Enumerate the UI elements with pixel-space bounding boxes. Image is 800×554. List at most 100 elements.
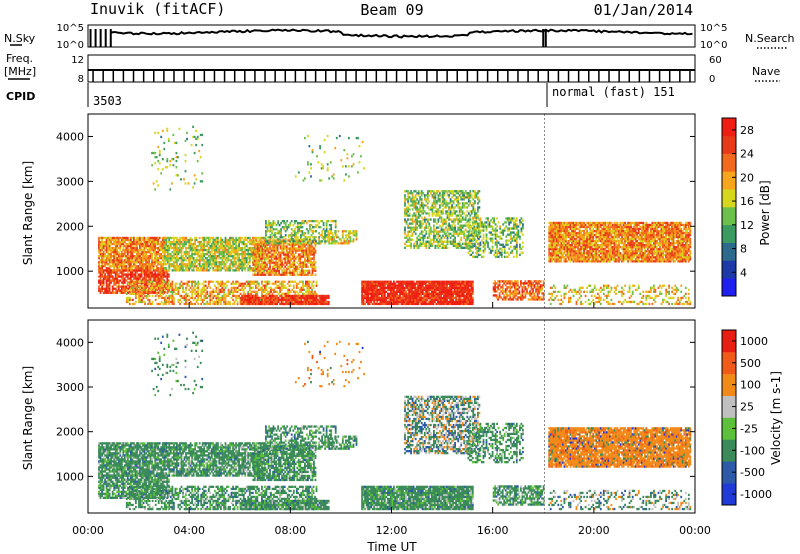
power-cell xyxy=(165,244,168,248)
power-cell xyxy=(444,302,447,306)
power-cell xyxy=(161,244,164,248)
power-cell xyxy=(145,294,148,298)
power-cell xyxy=(286,282,289,285)
power-cell xyxy=(414,298,417,302)
power-cell xyxy=(101,275,103,278)
power-cell xyxy=(220,290,222,293)
power-cell xyxy=(171,296,174,300)
power-cell xyxy=(215,244,218,248)
power-cell xyxy=(444,298,447,302)
power-cell xyxy=(232,282,234,285)
power-cell xyxy=(242,300,245,304)
power-cell xyxy=(278,267,280,270)
power-cell xyxy=(258,261,260,264)
power-cell xyxy=(328,234,331,237)
power-cell xyxy=(324,240,326,243)
power-cell xyxy=(98,246,100,250)
power-cell xyxy=(165,257,168,260)
power-cell xyxy=(394,298,397,302)
power-cell xyxy=(394,286,397,289)
power-cell xyxy=(188,288,190,291)
power-cell xyxy=(247,294,250,298)
power-cell xyxy=(307,251,309,254)
power-cell xyxy=(152,269,155,272)
power-cell xyxy=(461,294,464,298)
power-cell xyxy=(204,236,207,240)
power-cell xyxy=(210,280,213,283)
power-cell xyxy=(151,294,154,298)
power-cell xyxy=(346,234,349,237)
power-cell xyxy=(114,277,117,280)
power-cell xyxy=(174,248,177,252)
power-cell xyxy=(308,302,310,306)
power-cell xyxy=(194,248,196,252)
power-cell xyxy=(197,298,200,302)
power-cell xyxy=(365,296,368,300)
power-cell xyxy=(174,253,177,256)
power-cell xyxy=(253,282,256,285)
power-cell xyxy=(171,294,174,298)
power-cell xyxy=(299,257,302,260)
power-cell xyxy=(230,282,233,285)
power-cell xyxy=(265,288,268,291)
power-cell xyxy=(236,253,239,256)
power-cell xyxy=(396,290,398,293)
power-cell xyxy=(282,302,284,306)
power-cell xyxy=(176,261,178,264)
power-cell xyxy=(314,265,317,268)
power-cell xyxy=(302,302,304,306)
power-cell xyxy=(444,286,447,289)
power-cell xyxy=(251,286,254,289)
power-cell xyxy=(113,287,116,290)
power-cell xyxy=(426,292,429,295)
power-cell xyxy=(217,248,219,252)
power-cell xyxy=(382,290,385,293)
power-cell xyxy=(194,253,196,256)
power-cell xyxy=(111,269,114,272)
power-cell xyxy=(287,226,290,229)
power-cell xyxy=(163,298,166,302)
power-cell xyxy=(210,244,213,248)
power-cell xyxy=(142,286,145,289)
power-cell xyxy=(209,246,212,250)
power-cell xyxy=(139,269,141,272)
power-cell xyxy=(197,263,200,266)
power-cell xyxy=(169,296,172,300)
power-cell xyxy=(155,242,158,246)
power-cell xyxy=(429,296,432,300)
power-cell xyxy=(154,238,157,242)
power-cell xyxy=(287,267,290,270)
power-cell xyxy=(258,302,260,306)
power-cell xyxy=(236,238,239,242)
power-cell xyxy=(255,251,258,254)
power-cell xyxy=(239,261,242,264)
power-cell xyxy=(456,290,459,293)
power-cell xyxy=(120,242,123,246)
power-cell xyxy=(168,263,171,266)
power-cell xyxy=(283,240,286,243)
power-cell xyxy=(308,284,310,287)
power-cell xyxy=(200,265,203,268)
power-cell xyxy=(312,232,314,235)
power-cell xyxy=(247,300,250,304)
power-cell xyxy=(307,236,310,239)
power-cell xyxy=(198,259,201,262)
power-cell xyxy=(143,255,146,258)
power-cell xyxy=(261,269,264,272)
power-cell xyxy=(247,280,250,283)
power-cell xyxy=(266,226,269,229)
power-cell xyxy=(141,298,143,302)
power-cell xyxy=(232,244,234,248)
power-cell xyxy=(116,248,119,252)
power-cell xyxy=(138,298,140,302)
power-cell xyxy=(263,271,265,274)
power-cell xyxy=(226,269,228,272)
power-cell xyxy=(110,257,113,260)
power-cell xyxy=(263,243,265,246)
power-cell xyxy=(129,296,131,300)
power-cell xyxy=(380,288,383,291)
power-cell xyxy=(173,267,175,270)
power-cell xyxy=(284,245,287,248)
power-cell xyxy=(414,296,417,300)
power-cell xyxy=(305,265,308,268)
